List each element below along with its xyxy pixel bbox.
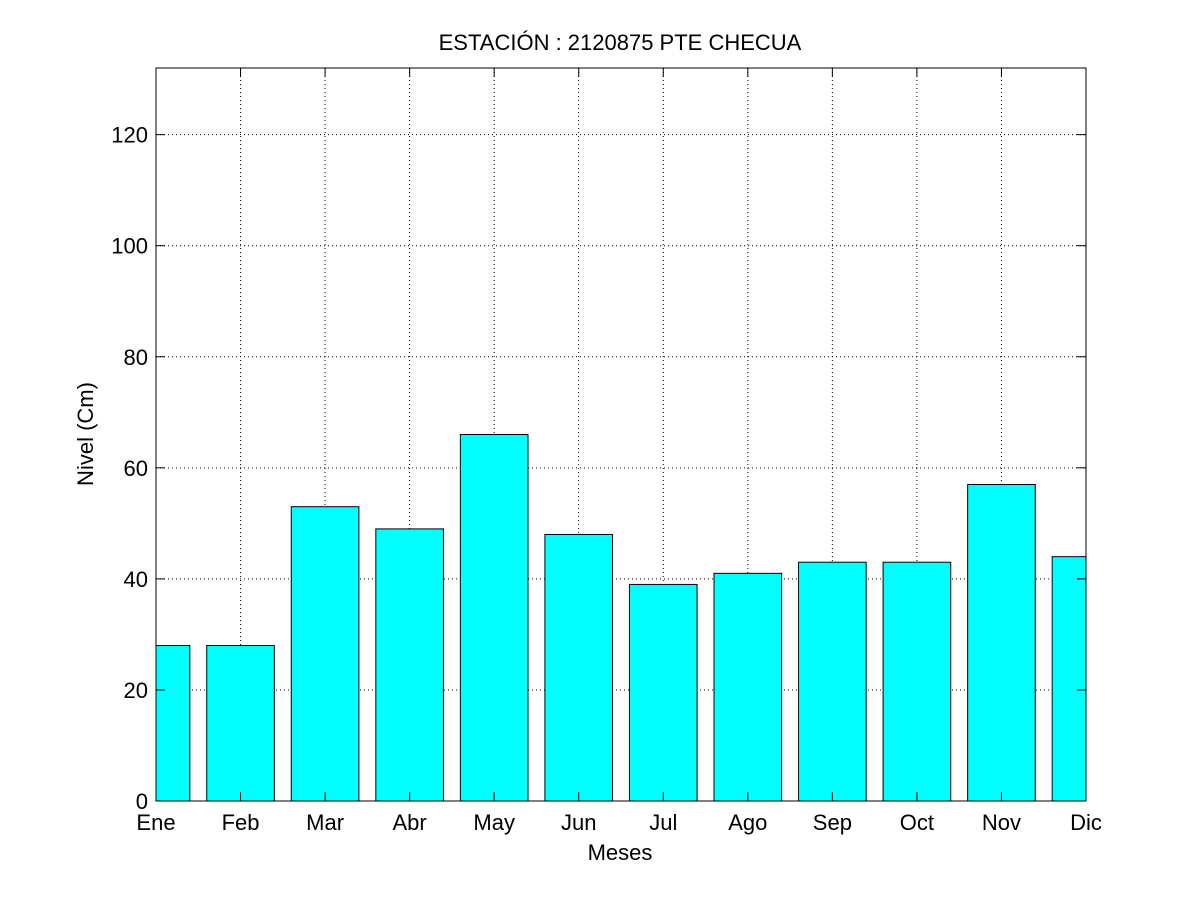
bar-abr xyxy=(375,528,444,802)
x-tick-label: Ago xyxy=(728,810,767,835)
bar-oct xyxy=(882,561,952,802)
chart-title: ESTACIÓN : 2120875 PTE CHECUA xyxy=(439,30,802,55)
y-tick-label: 40 xyxy=(124,567,148,592)
bar-ene xyxy=(155,645,191,802)
x-tick-label: Ene xyxy=(136,810,175,835)
x-tick-label: Jun xyxy=(561,810,596,835)
bar-nov xyxy=(967,483,1036,802)
x-axis-label: Meses xyxy=(588,840,653,865)
y-tick-label: 0 xyxy=(136,789,148,814)
y-tick-label: 20 xyxy=(124,678,148,703)
bars-layer xyxy=(155,434,1087,802)
y-tick-label: 100 xyxy=(111,234,148,259)
bar-jul xyxy=(628,583,698,802)
y-axis-label: Nivel (Cm) xyxy=(73,382,98,486)
x-tick-label: Feb xyxy=(222,810,260,835)
bar-mar xyxy=(290,506,360,802)
bar-ago xyxy=(713,572,783,802)
ticks-layer: 0 20 40 60 80 100 120 Ene Feb Mar Abr May Jun Jul Ago S… xyxy=(111,68,1102,835)
plot-frame xyxy=(155,67,1087,802)
x-tick-label: May xyxy=(473,810,515,835)
bar-jun xyxy=(544,533,614,802)
x-tick-label: Jul xyxy=(649,810,677,835)
y-tick-label: 80 xyxy=(124,345,148,370)
y-tick-label: 120 xyxy=(111,123,148,148)
y-tick-label: 60 xyxy=(124,456,148,481)
x-tick-label: Abr xyxy=(393,810,427,835)
x-tick-label: Dic xyxy=(1070,810,1102,835)
bar-sep xyxy=(798,561,867,802)
bar-feb xyxy=(206,645,275,802)
bar-may xyxy=(459,434,529,802)
grid-layer xyxy=(156,68,1086,801)
bar-dic xyxy=(1051,556,1087,802)
x-tick-label: Oct xyxy=(900,810,934,835)
x-tick-label: Nov xyxy=(982,810,1021,835)
x-tick-label: Mar xyxy=(306,810,344,835)
x-tick-label: Sep xyxy=(813,810,852,835)
